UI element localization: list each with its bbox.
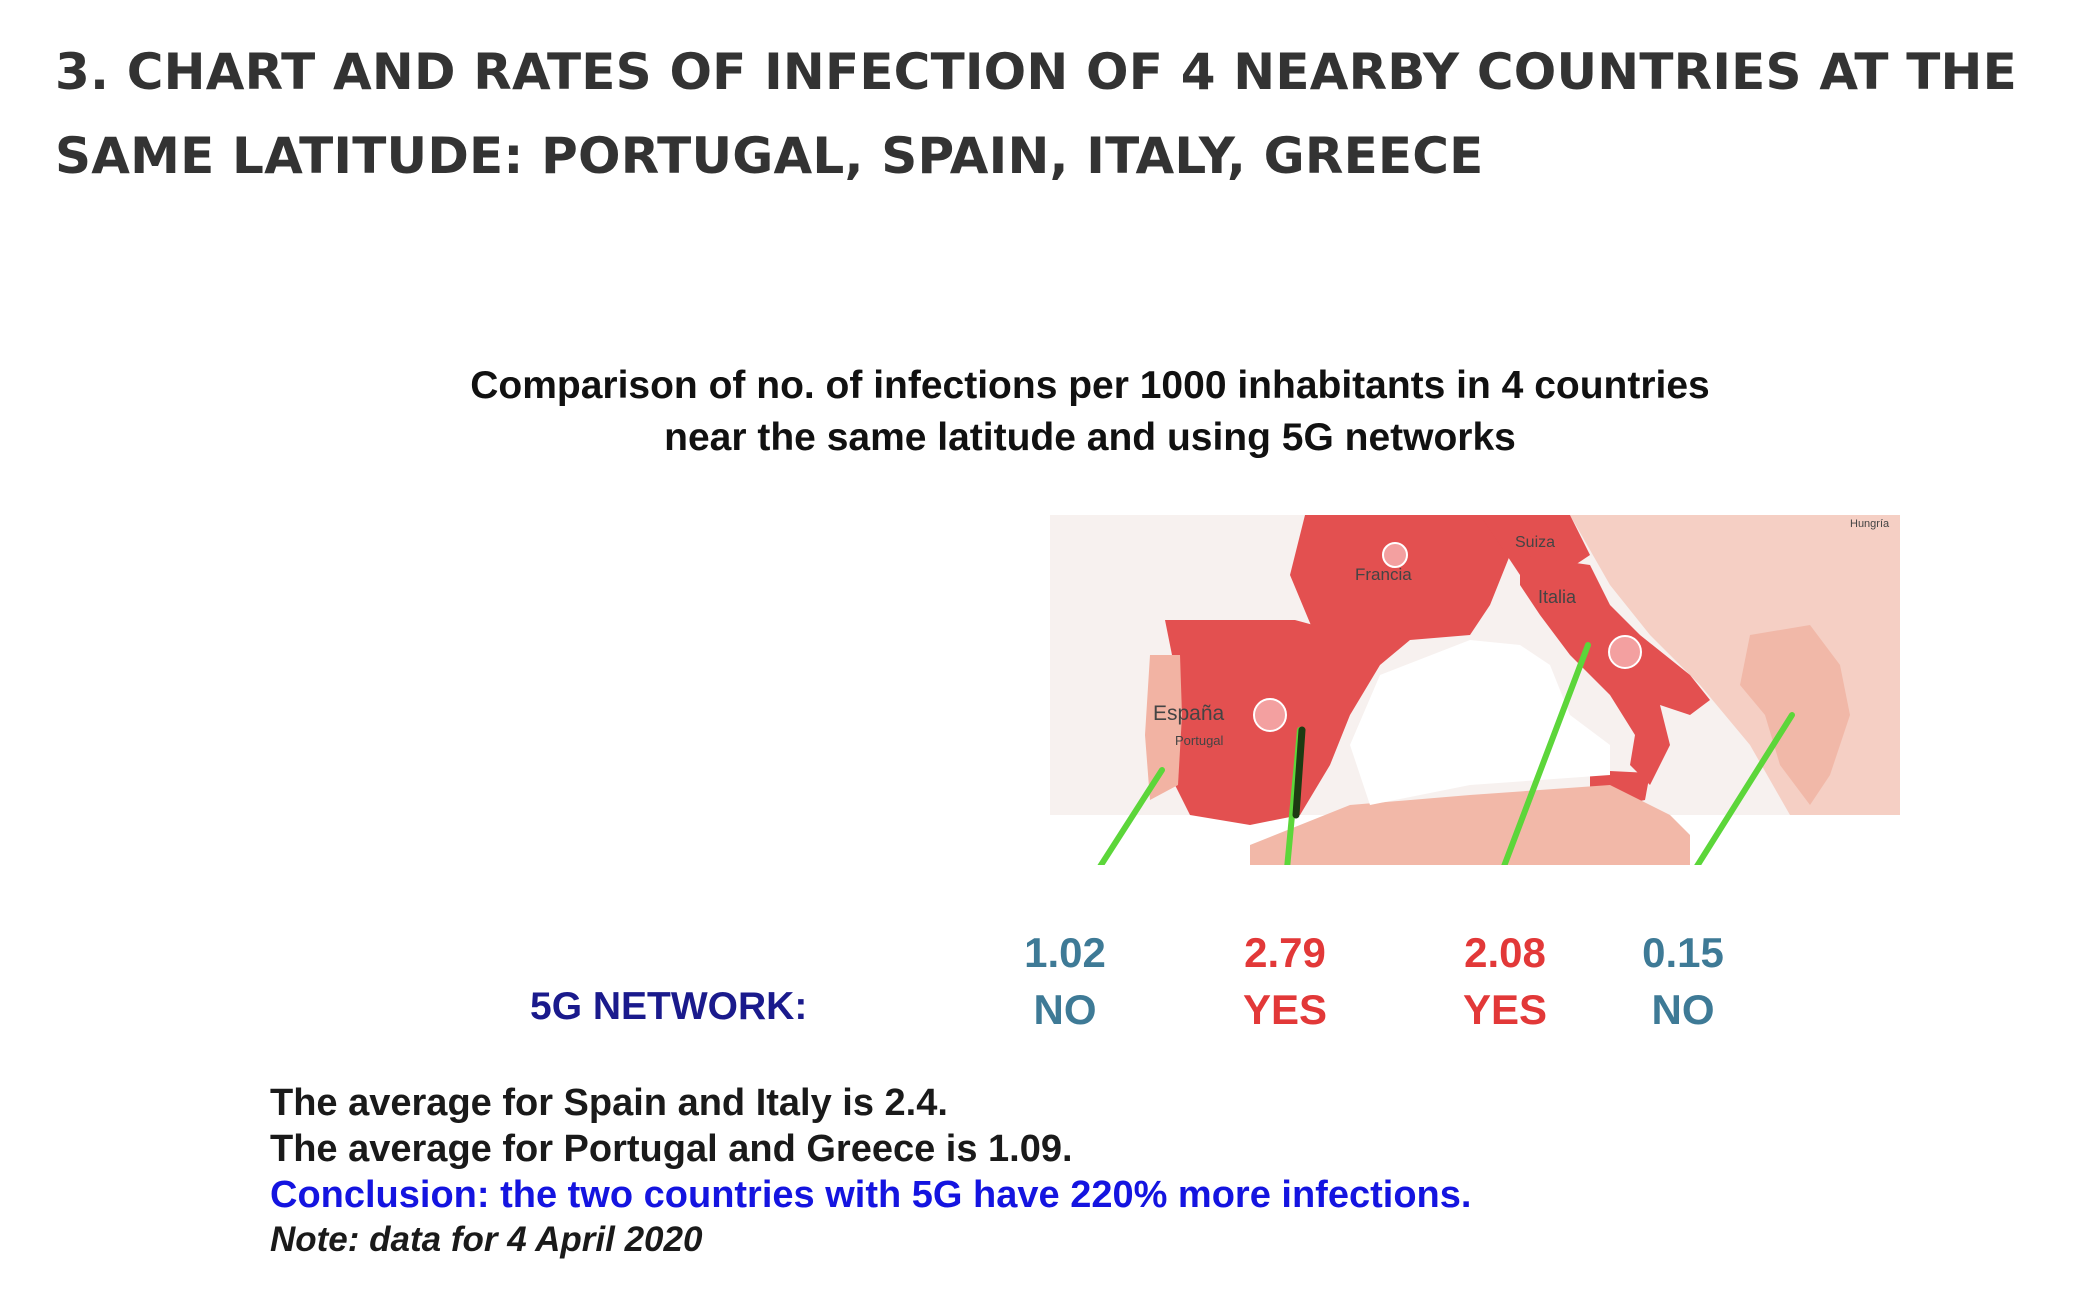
spain-marker bbox=[1253, 698, 1287, 732]
summary-spain-italy: The average for Spain and Italy is 2.4. bbox=[270, 1082, 948, 1124]
portugal-network-status: NO bbox=[1033, 986, 1097, 1033]
article-heading: 3. CHART AND RATES OF INFECTION OF 4 NEA… bbox=[55, 43, 2017, 185]
figure-title: Comparison of no. of infections per 1000… bbox=[380, 360, 1800, 464]
italy-region bbox=[1520, 555, 1710, 785]
map-label-francia: Francia bbox=[1355, 565, 1412, 584]
spain-rate: 2.79 bbox=[1244, 929, 1326, 976]
greece-pointer-line bbox=[1694, 712, 1795, 865]
summary-portugal-greece: The average for Portugal and Greece is 1… bbox=[270, 1128, 1073, 1170]
conclusion-text: Conclusion: the two countries with 5G ha… bbox=[270, 1174, 1472, 1216]
map-label-hungria: Hungría bbox=[1850, 518, 1890, 530]
spain-network-status: YES bbox=[1242, 986, 1328, 1033]
figure-title-line-2: near the same latitude and using 5G netw… bbox=[664, 416, 1516, 459]
map-label-suiza: Suiza bbox=[1515, 534, 1555, 551]
swiss-region bbox=[1480, 515, 1590, 575]
figure-title-line-1: Comparison of no. of infections per 1000… bbox=[470, 364, 1710, 407]
europe-infection-map: Francia Suiza Italia España Portugal Hun… bbox=[1050, 515, 1900, 865]
portugal-pointer-line bbox=[1097, 767, 1165, 865]
italy-pointer-line bbox=[1501, 642, 1591, 865]
italy-marker bbox=[1608, 635, 1642, 669]
italy-network-status: YES bbox=[1462, 986, 1548, 1033]
north-africa-region bbox=[1250, 785, 1690, 865]
map-label-portugal: Portugal bbox=[1175, 733, 1224, 748]
greece-network-status: NO bbox=[1651, 986, 1715, 1033]
spain-pointer-line-dark bbox=[1292, 726, 1306, 819]
france-marker bbox=[1382, 542, 1408, 568]
portugal-region bbox=[1145, 655, 1182, 800]
france-region bbox=[1290, 515, 1510, 665]
italy-rate: 2.08 bbox=[1464, 929, 1546, 976]
portugal-rate: 1.02 bbox=[1024, 929, 1106, 976]
greece-rate: 0.15 bbox=[1642, 929, 1724, 976]
network-label: 5G NETWORK: bbox=[530, 985, 808, 1028]
map-label-espana: España bbox=[1153, 702, 1225, 725]
map-label-italia: Italia bbox=[1538, 587, 1577, 607]
data-date-note: Note: data for 4 April 2020 bbox=[270, 1220, 703, 1259]
